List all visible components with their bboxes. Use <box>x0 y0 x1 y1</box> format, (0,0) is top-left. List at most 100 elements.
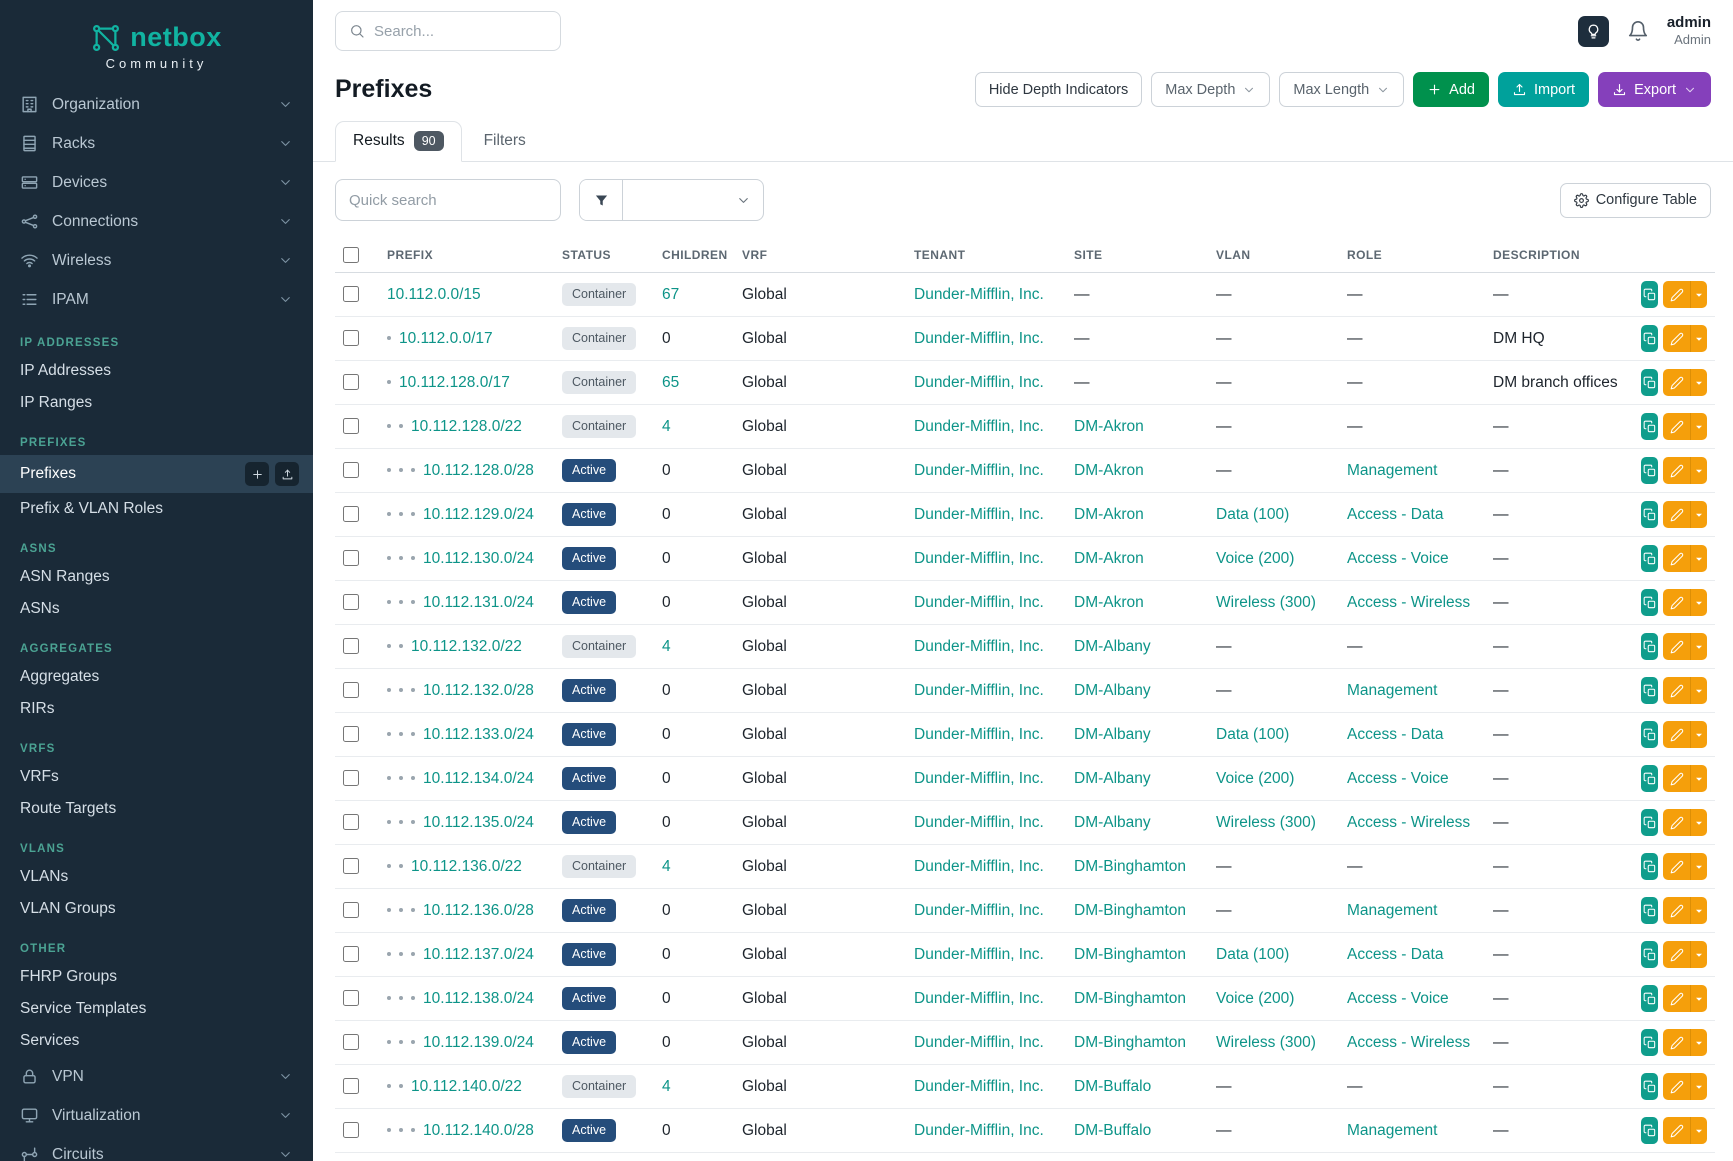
row-checkbox[interactable] <box>343 990 359 1007</box>
column-header-tenant[interactable]: TENANT <box>906 238 1066 273</box>
prefix-link[interactable]: 10.112.128.0/22 <box>411 417 522 435</box>
tenant-link[interactable]: Dunder-Mifflin, Inc. <box>914 857 1044 875</box>
role-link[interactable]: Access - Wireless <box>1347 1033 1471 1051</box>
role-link[interactable]: Access - Data <box>1347 725 1444 743</box>
clone-button[interactable] <box>1641 545 1658 572</box>
prefix-link[interactable]: 10.112.129.0/24 <box>423 505 534 523</box>
quick-import-button[interactable] <box>275 462 299 486</box>
role-link[interactable]: Access - Wireless <box>1347 593 1471 611</box>
user-menu[interactable]: admin Admin <box>1667 14 1711 49</box>
column-header-vlan[interactable]: VLAN <box>1208 238 1339 273</box>
sidebar-item-circuits[interactable]: Circuits <box>0 1135 313 1161</box>
vlan-link[interactable]: Voice (200) <box>1216 989 1295 1007</box>
prefix-link[interactable]: 10.112.131.0/24 <box>423 593 534 611</box>
prefix-link[interactable]: 10.112.132.0/22 <box>411 637 522 655</box>
edit-button[interactable] <box>1663 501 1690 528</box>
edit-dropdown-button[interactable] <box>1690 853 1707 880</box>
role-link[interactable]: Management <box>1347 1121 1438 1139</box>
vlan-link[interactable]: Wireless (300) <box>1216 593 1316 611</box>
sidebar-item-wireless[interactable]: Wireless <box>0 241 313 280</box>
brand[interactable]: netbox Community <box>0 12 313 85</box>
children-count-link[interactable]: 4 <box>662 637 671 655</box>
edit-dropdown-button[interactable] <box>1690 1117 1707 1144</box>
sidebar-item-ip-addresses[interactable]: IP Addresses <box>0 355 313 387</box>
theme-toggle-button[interactable] <box>1577 15 1609 47</box>
column-header-status[interactable]: STATUS <box>554 238 654 273</box>
prefix-link[interactable]: 10.112.136.0/28 <box>423 901 534 919</box>
export-button[interactable]: Export <box>1598 72 1711 107</box>
site-link[interactable]: DM-Binghamton <box>1074 989 1186 1007</box>
children-count-link[interactable]: 65 <box>662 373 680 391</box>
quick-add-button[interactable] <box>245 462 269 486</box>
prefix-link[interactable]: 10.112.133.0/24 <box>423 725 534 743</box>
site-link[interactable]: DM-Albany <box>1074 769 1151 787</box>
site-link[interactable]: DM-Binghamton <box>1074 901 1186 919</box>
tenant-link[interactable]: Dunder-Mifflin, Inc. <box>914 989 1044 1007</box>
edit-dropdown-button[interactable] <box>1690 721 1707 748</box>
sidebar-item-fhrp-groups[interactable]: FHRP Groups <box>0 961 313 993</box>
tenant-link[interactable]: Dunder-Mifflin, Inc. <box>914 593 1044 611</box>
max-depth-dropdown[interactable]: Max Depth <box>1151 72 1271 107</box>
row-checkbox[interactable] <box>343 638 359 655</box>
sidebar-item-vrfs[interactable]: VRFs <box>0 761 313 793</box>
row-checkbox[interactable] <box>343 726 359 743</box>
edit-button[interactable] <box>1663 413 1690 440</box>
tab-filters[interactable]: Filters <box>483 132 526 149</box>
children-count-link[interactable]: 4 <box>662 857 671 875</box>
role-link[interactable]: Management <box>1347 681 1438 699</box>
row-checkbox[interactable] <box>343 902 359 919</box>
edit-dropdown-button[interactable] <box>1690 281 1707 308</box>
edit-dropdown-button[interactable] <box>1690 501 1707 528</box>
children-count-link[interactable]: 4 <box>662 1077 671 1095</box>
clone-button[interactable] <box>1641 1117 1658 1144</box>
edit-dropdown-button[interactable] <box>1690 413 1707 440</box>
global-search[interactable] <box>335 11 561 51</box>
sidebar-item-service-templates[interactable]: Service Templates <box>0 993 313 1025</box>
column-header-children[interactable]: CHILDREN <box>654 238 734 273</box>
role-link[interactable]: Access - Voice <box>1347 769 1449 787</box>
clone-button[interactable] <box>1641 985 1658 1012</box>
column-header-role[interactable]: ROLE <box>1339 238 1485 273</box>
site-link[interactable]: DM-Buffalo <box>1074 1077 1152 1095</box>
select-all-checkbox[interactable] <box>343 247 359 263</box>
prefix-link[interactable]: 10.112.128.0/28 <box>423 461 534 479</box>
clone-button[interactable] <box>1641 765 1658 792</box>
max-length-dropdown[interactable]: Max Length <box>1279 72 1405 107</box>
tenant-link[interactable]: Dunder-Mifflin, Inc. <box>914 505 1044 523</box>
prefix-link[interactable]: 10.112.0.0/15 <box>387 285 481 303</box>
row-checkbox[interactable] <box>343 1034 359 1051</box>
edit-button[interactable] <box>1663 281 1690 308</box>
clone-button[interactable] <box>1641 1073 1658 1100</box>
site-link[interactable]: DM-Akron <box>1074 593 1144 611</box>
clone-button[interactable] <box>1641 1029 1658 1056</box>
sidebar-item-services[interactable]: Services <box>0 1025 313 1057</box>
row-checkbox[interactable] <box>343 506 359 523</box>
prefix-link[interactable]: 10.112.0.0/17 <box>399 329 493 347</box>
sidebar-item-organization[interactable]: Organization <box>0 85 313 124</box>
sidebar-item-ipam[interactable]: IPAM <box>0 280 313 319</box>
sidebar-item-ip-ranges[interactable]: IP Ranges <box>0 387 313 419</box>
edit-button[interactable] <box>1663 897 1690 924</box>
tenant-link[interactable]: Dunder-Mifflin, Inc. <box>914 373 1044 391</box>
vlan-link[interactable]: Voice (200) <box>1216 769 1295 787</box>
vlan-link[interactable]: Wireless (300) <box>1216 813 1316 831</box>
sidebar-item-route-targets[interactable]: Route Targets <box>0 793 313 825</box>
import-button[interactable]: Import <box>1497 72 1590 107</box>
row-checkbox[interactable] <box>343 858 359 875</box>
edit-button[interactable] <box>1663 941 1690 968</box>
edit-button[interactable] <box>1663 545 1690 572</box>
sidebar-item-rirs[interactable]: RIRs <box>0 693 313 725</box>
tenant-link[interactable]: Dunder-Mifflin, Inc. <box>914 813 1044 831</box>
tab-results[interactable]: Results 90 <box>335 121 462 162</box>
edit-button[interactable] <box>1663 457 1690 484</box>
clone-button[interactable] <box>1641 853 1658 880</box>
row-checkbox[interactable] <box>343 594 359 611</box>
column-header-prefix[interactable]: PREFIX <box>379 238 554 273</box>
clone-button[interactable] <box>1641 677 1658 704</box>
edit-button[interactable] <box>1663 589 1690 616</box>
tenant-link[interactable]: Dunder-Mifflin, Inc. <box>914 681 1044 699</box>
tenant-link[interactable]: Dunder-Mifflin, Inc. <box>914 285 1044 303</box>
edit-dropdown-button[interactable] <box>1690 941 1707 968</box>
sidebar-item-connections[interactable]: Connections <box>0 202 313 241</box>
prefix-link[interactable]: 10.112.128.0/17 <box>399 373 510 391</box>
